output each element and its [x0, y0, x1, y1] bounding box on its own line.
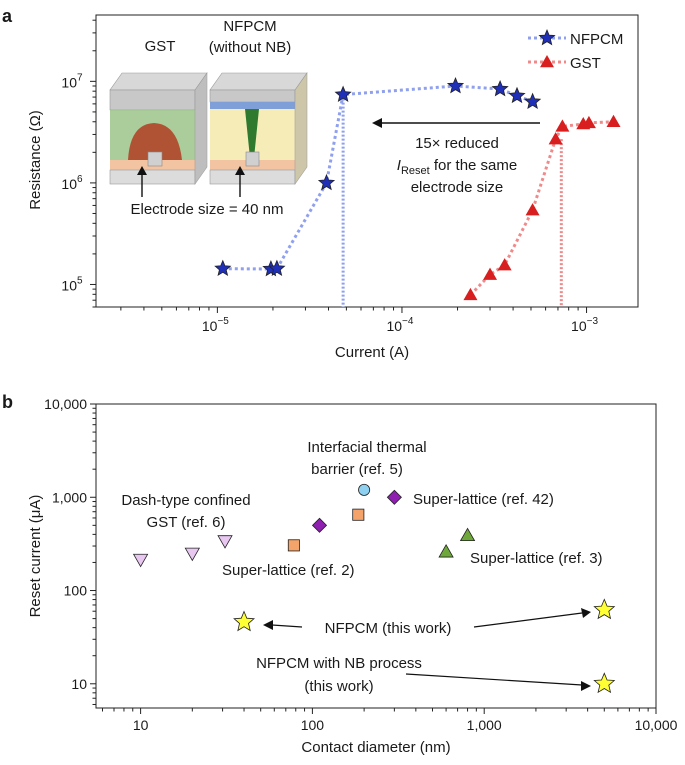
- label-nb-2: (this work): [304, 678, 373, 695]
- label-nfpcm: NFPCM (this work): [325, 620, 452, 637]
- y-tick-label: 1,000: [52, 489, 87, 505]
- label-super-lattice-42: Super-lattice (ref. 42): [413, 491, 554, 508]
- panel-b-plot: [132, 483, 616, 694]
- data-point-triangle-down: [132, 553, 149, 568]
- y-tick-label: 106: [61, 174, 83, 192]
- data-point-star: [593, 598, 616, 620]
- data-point-nfpcm: [446, 76, 465, 94]
- data-point-circle: [358, 483, 371, 496]
- electrode-size-label: Electrode size = 40 nm: [131, 201, 284, 218]
- panel-b-ticks: 10 10 100 100 1,000 1,000 10,000 10,000: [44, 396, 677, 733]
- data-point-triangle-down: [217, 535, 233, 549]
- inset-label-nfpcm-sub: (without NB): [209, 39, 292, 56]
- x-tick-label: 10−3: [571, 316, 598, 334]
- data-point-star: [233, 610, 256, 632]
- data-point-gst: [555, 119, 570, 132]
- data-point-nfpcm: [268, 259, 286, 277]
- label-interfacial-2: barrier (ref. 5): [311, 461, 403, 478]
- inset-label-nfpcm: NFPCM: [223, 18, 276, 35]
- legend-nfpcm-label: NFPCM: [570, 31, 623, 48]
- nfpcm-block-drawing: [209, 72, 308, 185]
- data-point-square: [352, 508, 365, 521]
- label-super-lattice-3: Super-lattice (ref. 3): [470, 550, 603, 567]
- annotation-line3: electrode size: [411, 179, 504, 196]
- y-tick-label: 105: [61, 275, 83, 293]
- legend-star-icon: [538, 28, 556, 46]
- panel-a-ticks: 10−5 10−4 10−3 105 106 107: [61, 19, 598, 334]
- data-point-gst: [606, 114, 621, 128]
- y-tick-label: 10: [71, 676, 87, 692]
- y-tick-label: 100: [64, 583, 88, 599]
- data-point-diamond: [311, 517, 328, 533]
- legend-gst-marker: [540, 55, 554, 68]
- panel-a-x-axis-label: Current (A): [335, 344, 409, 361]
- annotation-line1: 15× reduced: [415, 135, 499, 152]
- annotation-line2: IReset for the same: [397, 157, 517, 177]
- data-point-nfpcm: [317, 173, 336, 191]
- y-tick-label: 10,000: [44, 396, 87, 412]
- label-dash-1: Dash-type confined: [121, 492, 250, 509]
- data-point-nfpcm: [508, 86, 526, 104]
- x-tick-label: 1,000: [467, 717, 502, 733]
- inset-illustration: GST NFPCM (without NB): [109, 18, 308, 218]
- y-tick-label: 107: [61, 72, 83, 90]
- label-nb-1: NFPCM with NB process: [256, 655, 422, 672]
- data-point-nfpcm: [524, 92, 542, 110]
- data-point-gst: [548, 132, 563, 145]
- data-point-gst: [497, 258, 512, 271]
- x-tick-label: 100: [301, 717, 325, 733]
- gst-block-drawing: [109, 72, 208, 185]
- panel-a-y-axis-label: Resistance (Ω): [27, 110, 44, 210]
- legend-gst-label: GST: [570, 55, 601, 72]
- data-point-gst: [581, 115, 596, 129]
- label-interfacial-1: Interfacial thermal: [307, 439, 426, 456]
- inset-label-gst: GST: [145, 38, 176, 55]
- x-tick-label: 10−4: [386, 316, 413, 334]
- legend-nfpcm-marker: [538, 28, 556, 46]
- panel-b-letter: b: [2, 392, 13, 412]
- x-tick-label: 10−5: [202, 316, 229, 334]
- panel-a-plot: [214, 76, 621, 307]
- x-tick-label: 10,000: [635, 717, 678, 733]
- reset-annotation: 15× reduced IReset for the same electrod…: [372, 118, 540, 196]
- panel-b: b 10 10 100 100 1,000 1,000 10,000 10,000 Inter…: [2, 392, 678, 756]
- data-point-diamond: [386, 489, 402, 505]
- panel-b-y-axis-label: Reset current (μA): [27, 495, 44, 618]
- panel-b-x-axis-label: Contact diameter (nm): [301, 739, 450, 756]
- data-point-nfpcm: [491, 79, 509, 97]
- label-dash-2: GST (ref. 6): [147, 514, 226, 531]
- panel-a: a 10−5 10−4 10−3 105 106 107 GST NFPCM (witho…: [2, 6, 639, 361]
- data-point-square: [287, 539, 300, 552]
- label-super-lattice-2: Super-lattice (ref. 2): [222, 562, 355, 579]
- data-point-gst: [463, 287, 478, 301]
- data-point-gst: [525, 203, 540, 216]
- legend-triangle-icon: [540, 55, 554, 68]
- data-point-star: [593, 672, 616, 694]
- panel-a-frame: [95, 14, 639, 308]
- data-point-triangle-up: [459, 527, 476, 542]
- data-point-nfpcm: [214, 259, 232, 277]
- data-point-triangle-up: [438, 544, 454, 558]
- panel-b-frame: [95, 403, 657, 709]
- panel-a-letter: a: [2, 6, 13, 26]
- panel-a-legend: NFPCM GST: [528, 28, 623, 72]
- data-point-gst: [483, 267, 498, 280]
- panel-b-arrows: [263, 608, 591, 691]
- x-tick-label: 10: [133, 717, 149, 733]
- data-point-nfpcm: [334, 85, 352, 102]
- data-point-triangle-down: [184, 547, 201, 562]
